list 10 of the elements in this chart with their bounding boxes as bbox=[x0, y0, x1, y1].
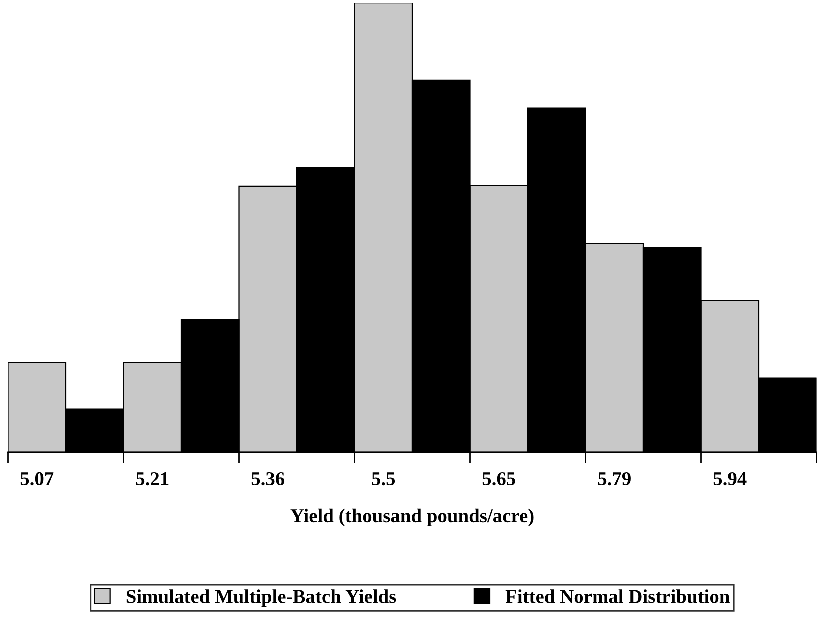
x-tick-label: 5.94 bbox=[714, 472, 747, 486]
x-tick-label: 5.65 bbox=[482, 472, 516, 486]
legend-label: Simulated Multiple-Batch Yields bbox=[126, 590, 396, 608]
x-axis-title: Yield (thousand pounds/acre) bbox=[290, 508, 534, 527]
x-tick-label: 5.07 bbox=[20, 472, 54, 486]
x-tick-label: 5.36 bbox=[252, 472, 285, 486]
x-tick-label: 5.5 bbox=[372, 472, 396, 486]
x-tick-label: 5.21 bbox=[136, 472, 169, 486]
legend-label: Fitted Normal Distribution bbox=[506, 590, 730, 604]
x-tick-label: 5.79 bbox=[598, 472, 631, 486]
